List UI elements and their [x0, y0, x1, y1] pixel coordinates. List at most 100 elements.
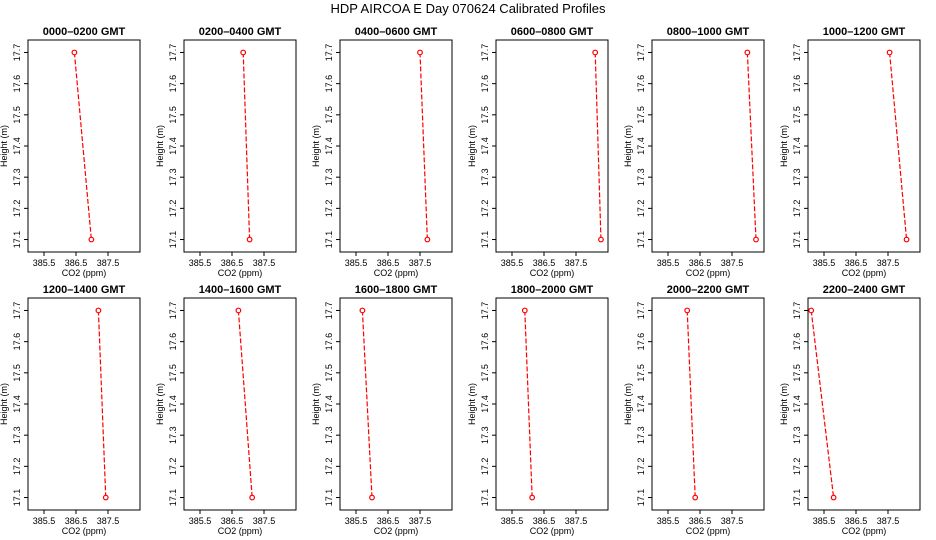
y-axis-label: Height (m)	[779, 383, 789, 425]
x-tick-label: 385.5	[657, 516, 680, 526]
x-axis-label: CO2 (ppm)	[686, 526, 731, 536]
data-point	[417, 49, 423, 56]
x-tick-label: 387.5	[721, 258, 744, 268]
x-tick-label: 385.5	[189, 516, 212, 526]
data-point	[744, 49, 751, 56]
y-tick-label: 17.2	[792, 458, 802, 476]
panel-title: 1800–2000 GMT	[511, 284, 594, 296]
data-point	[521, 307, 528, 314]
data-point	[598, 236, 604, 243]
y-axis-label: Height (m)	[623, 383, 633, 425]
x-axis-label: CO2 (ppm)	[218, 268, 263, 278]
data-point	[529, 494, 536, 501]
x-tick-label: 387.5	[721, 516, 744, 526]
y-tick-label: 17.7	[792, 302, 802, 320]
x-tick-label: 386.5	[377, 516, 400, 526]
data-point	[71, 49, 78, 56]
y-tick-label: 17.7	[480, 302, 490, 320]
y-tick-label: 17.4	[324, 395, 334, 413]
y-tick-label: 17.7	[168, 302, 178, 320]
panel-title: 1400–1600 GMT	[199, 284, 282, 296]
y-axis-label: Height (m)	[155, 125, 165, 167]
plot-frame	[27, 39, 141, 253]
y-tick-label: 17.4	[168, 395, 178, 413]
profile-line	[419, 52, 428, 240]
y-tick-label: 17.6	[324, 75, 334, 93]
y-tick-label: 17.1	[168, 231, 178, 249]
x-tick-label: 386.5	[533, 258, 556, 268]
y-tick-label: 17.5	[792, 106, 802, 124]
x-tick-label: 385.5	[345, 258, 368, 268]
y-tick-label: 17.4	[792, 395, 802, 413]
y-axis-label: Height (m)	[467, 383, 477, 425]
y-tick-label: 17.5	[12, 106, 22, 124]
y-tick-label: 17.7	[168, 44, 178, 62]
y-tick-label: 17.6	[168, 75, 178, 93]
y-tick-label: 17.2	[480, 200, 490, 218]
x-tick-label: 387.5	[409, 258, 432, 268]
y-tick-label: 17.6	[324, 333, 334, 351]
y-tick-label: 17.5	[480, 106, 490, 124]
y-tick-label: 17.3	[12, 426, 22, 444]
y-tick-label: 17.7	[12, 302, 22, 320]
y-tick-label: 17.2	[12, 458, 22, 476]
y-axis-label: Height (m)	[623, 125, 633, 167]
y-tick-label: 17.2	[636, 458, 646, 476]
y-tick-label: 17.2	[324, 458, 334, 476]
y-tick-label: 17.4	[12, 137, 22, 155]
x-tick-label: 386.5	[689, 258, 712, 268]
x-tick-label: 387.5	[253, 258, 276, 268]
plot-frame	[339, 297, 453, 511]
plot-frame	[495, 297, 609, 511]
x-tick-label: 385.5	[813, 258, 836, 268]
profile-line	[361, 310, 373, 498]
y-tick-label: 17.7	[636, 44, 646, 62]
x-axis-label: CO2 (ppm)	[686, 268, 731, 278]
y-axis-label: Height (m)	[0, 383, 9, 425]
y-tick-label: 17.3	[168, 168, 178, 186]
panel-title: 1600–1800 GMT	[355, 284, 438, 296]
profile-line	[524, 310, 533, 498]
profile-line	[746, 52, 757, 240]
x-tick-label: 387.5	[565, 258, 588, 268]
y-tick-label: 17.1	[636, 489, 646, 507]
x-tick-label: 385.5	[33, 258, 56, 268]
x-tick-label: 387.5	[97, 258, 120, 268]
x-tick-label: 385.5	[189, 258, 212, 268]
y-tick-label: 17.1	[480, 489, 490, 507]
y-tick-label: 17.6	[480, 75, 490, 93]
y-tick-label: 17.4	[792, 137, 802, 155]
x-tick-label: 385.5	[813, 516, 836, 526]
y-tick-label: 17.1	[792, 231, 802, 249]
x-axis-label: CO2 (ppm)	[218, 526, 263, 536]
data-point	[753, 236, 759, 243]
y-tick-label: 17.3	[324, 426, 334, 444]
y-tick-label: 17.4	[324, 137, 334, 155]
plot-frame	[183, 39, 297, 253]
y-tick-label: 17.4	[480, 395, 490, 413]
data-point	[369, 494, 375, 501]
profile-line	[242, 52, 251, 240]
y-tick-label: 17.6	[636, 333, 646, 351]
figure-title: HDP AIRCOA E Day 070624 Calibrated Profi…	[330, 1, 606, 16]
x-tick-label: 386.5	[533, 516, 556, 526]
y-tick-label: 17.5	[480, 364, 490, 382]
y-tick-label: 17.7	[792, 44, 802, 62]
y-tick-label: 17.7	[480, 44, 490, 62]
data-point	[424, 236, 431, 243]
y-tick-label: 17.3	[168, 426, 178, 444]
data-point	[830, 494, 837, 501]
y-tick-label: 17.4	[636, 395, 646, 413]
x-tick-label: 386.5	[221, 258, 244, 268]
y-tick-label: 17.1	[324, 489, 334, 507]
data-point	[102, 494, 109, 501]
panel-title: 2200–2400 GMT	[823, 284, 906, 296]
